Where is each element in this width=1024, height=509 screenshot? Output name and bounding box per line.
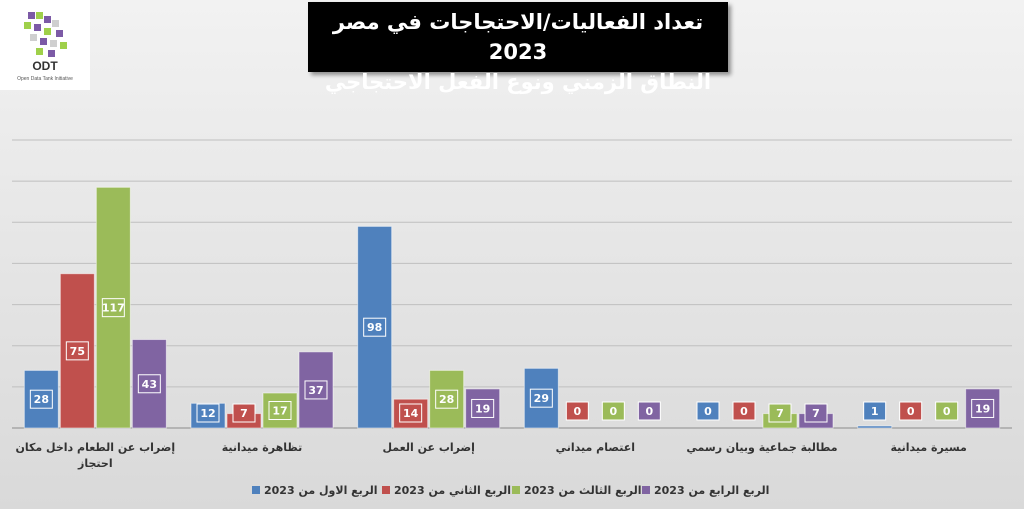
data-label-box: [399, 403, 423, 423]
data-label-box: [899, 401, 923, 421]
data-label: 0: [943, 405, 951, 418]
data-label-box: [529, 388, 553, 408]
data-label-box: [971, 398, 995, 418]
data-label: 117: [102, 302, 125, 315]
legend-swatch: [512, 486, 520, 494]
data-label-box: [637, 401, 661, 421]
data-label-box: [232, 403, 256, 423]
data-label-box: [363, 317, 387, 337]
data-label-box: [732, 401, 756, 421]
bar: [857, 425, 893, 429]
data-label: 37: [308, 384, 323, 397]
x-tick-label: اعتصام ميداني: [556, 441, 635, 454]
data-label-box: [601, 401, 625, 421]
logo-cubes-icon: ODT Open Data Tank Initiative: [17, 12, 73, 82]
data-label-box: [435, 389, 459, 409]
data-label: 17: [272, 405, 287, 418]
data-label: 12: [200, 407, 215, 420]
legend-swatch: [382, 486, 390, 494]
data-label-box: [65, 341, 89, 361]
logo-tagline: Open Data Tank Initiative: [17, 76, 73, 82]
x-tick-label: احتجاز: [77, 457, 113, 470]
data-label: 7: [240, 407, 248, 420]
x-tick-label: تظاهرة ميدانية: [222, 441, 303, 454]
data-label-box: [304, 380, 328, 400]
data-label: 0: [907, 405, 915, 418]
chart-subtitle: النطاق الزمني ونوع الفعل الاحتجاجي: [324, 70, 712, 94]
data-label: 0: [740, 405, 748, 418]
legend-label: الربع الثاني من 2023: [394, 484, 511, 497]
data-label: 0: [574, 405, 582, 418]
data-label-box: [768, 403, 792, 423]
data-label: 28: [439, 393, 454, 406]
data-label: 0: [646, 405, 654, 418]
title-box: تعداد الفعاليات/الاحتجاجات في مصر 2023 ا…: [308, 2, 728, 94]
data-label-box: [196, 403, 220, 423]
data-label: 0: [704, 405, 712, 418]
legend-swatch: [252, 486, 260, 494]
data-label: 0: [610, 405, 618, 418]
data-label: 7: [812, 407, 820, 420]
logo-name: ODT: [32, 59, 58, 73]
data-label-box: [935, 401, 959, 421]
data-label-box: [696, 401, 720, 421]
data-label: 14: [403, 407, 419, 420]
x-tick-label: إضراب عن الطعام داخل مكان: [15, 441, 175, 454]
data-label-box: [471, 398, 495, 418]
data-label: 98: [367, 321, 382, 334]
data-label-box: [137, 374, 161, 394]
data-label-box: [804, 403, 828, 423]
data-label: 7: [776, 407, 784, 420]
odt-logo: ODT Open Data Tank Initiative: [0, 0, 90, 90]
legend-label: الربع الرابع من 2023: [654, 484, 769, 497]
x-tick-label: مطالبة جماعية وبيان رسمي: [686, 441, 837, 454]
x-tick-label: إضراب عن العمل: [382, 441, 474, 454]
data-label-box: [268, 401, 292, 421]
data-label: 29: [534, 392, 549, 405]
data-label: 19: [975, 402, 990, 415]
data-label: 1: [871, 405, 879, 418]
data-label: 75: [70, 345, 85, 358]
data-label-box: [565, 401, 589, 421]
data-label-box: [29, 389, 53, 409]
data-label-box: [863, 401, 887, 421]
data-label: 28: [34, 393, 49, 406]
data-label: 43: [142, 378, 157, 391]
legend-swatch: [642, 486, 650, 494]
legend-label: الربع الاول من 2023: [264, 484, 378, 497]
chart-title: تعداد الفعاليات/الاحتجاجات في مصر 2023: [332, 10, 704, 64]
x-tick-label: مسيرة ميدانية: [890, 441, 966, 454]
legend-label: الربع الثالث من 2023: [524, 484, 642, 497]
data-label: 19: [475, 402, 490, 415]
data-label-box: [101, 298, 125, 318]
